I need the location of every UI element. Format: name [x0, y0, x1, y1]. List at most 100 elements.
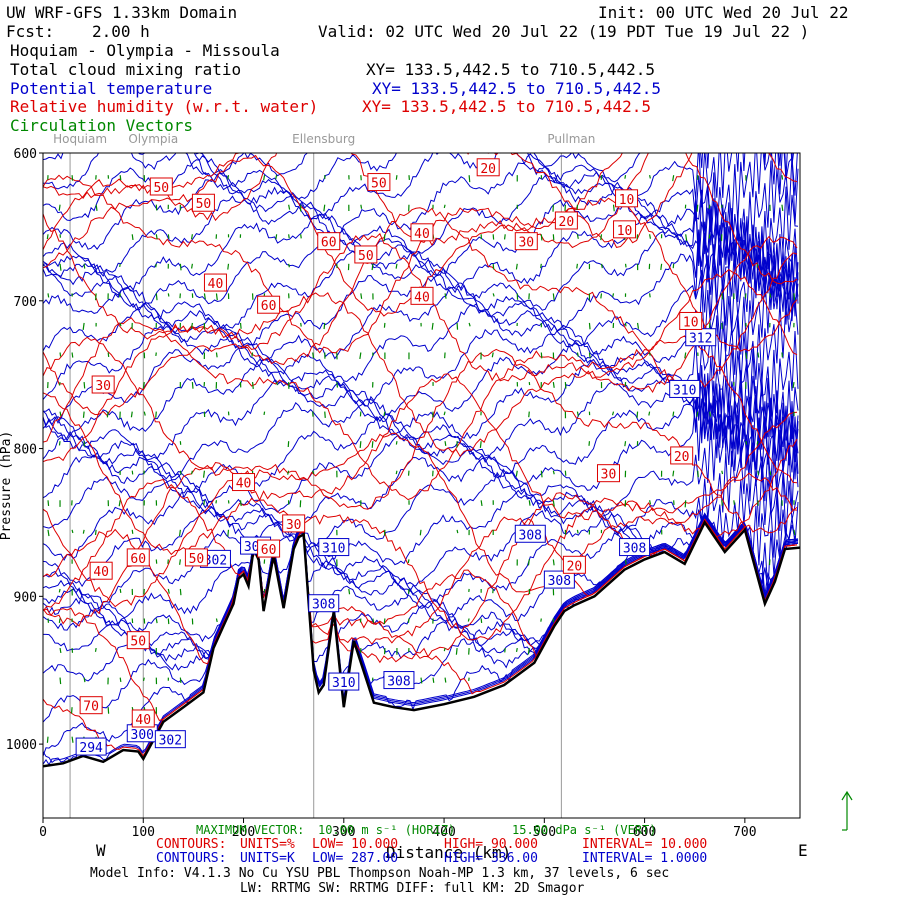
theta-contour [43, 487, 799, 566]
max-vector-arrowhead [841, 790, 853, 801]
rh-label-text: 50 [371, 177, 387, 192]
circulation-vector [468, 175, 471, 183]
theta-contour [43, 405, 799, 517]
circulation-vector [649, 234, 652, 239]
theta-contours-high: HIGH= 336.00 [444, 851, 538, 866]
circulation-vector [47, 293, 50, 298]
rh-label-text: 70 [83, 700, 99, 715]
rh-label-box [317, 232, 341, 251]
rh-label-10: 10 [679, 311, 703, 330]
theta-label-box [318, 538, 350, 557]
circulation-vector [360, 204, 363, 209]
circulation-vector [491, 352, 494, 358]
circulation-vector [624, 441, 627, 447]
theta-contour [43, 195, 799, 302]
rh-label-30: 30 [514, 232, 538, 251]
circulation-vector [227, 529, 230, 537]
circulation-vector [348, 588, 351, 595]
theta-label-310: 310 [328, 672, 360, 691]
rh-label-box [257, 295, 281, 314]
theta-contour [43, 514, 799, 663]
rh-label-box [131, 709, 155, 728]
theta-contours-units: UNITS=K [240, 851, 295, 866]
circulation-vector [58, 441, 61, 446]
circulation-vector [419, 529, 422, 536]
circulation-vector [372, 618, 375, 623]
circulation-vector [793, 529, 796, 536]
theta-contours-low: LOW= 287.00 [312, 851, 399, 866]
location-name-olympia: Olympia [128, 132, 178, 146]
y-tick-label: 900 [14, 590, 37, 605]
circulation-vector [756, 263, 759, 268]
rh-label-60: 60 [126, 548, 150, 567]
rh-label-60: 60 [257, 295, 281, 314]
rh-label-text: 20 [567, 559, 583, 574]
circulation-vector [672, 175, 675, 182]
circulation-vector [215, 500, 218, 504]
location-name-pullman: Pullman [547, 132, 595, 146]
rh-label-text: 60 [130, 552, 146, 567]
rh-label-50: 50 [367, 173, 391, 192]
forecast-hours: 2.00 h [92, 22, 150, 41]
circulation-vector [312, 470, 315, 475]
circulation-vector [371, 441, 374, 448]
circulation-vector [672, 470, 675, 477]
circulation-vector [371, 263, 374, 271]
rh-label-box [410, 223, 434, 242]
field-theta-name: Potential temperature [10, 79, 213, 98]
circulation-vector [696, 204, 699, 212]
x-tick-label: 200 [232, 825, 255, 840]
circulation-vector [395, 470, 398, 475]
valid-time: Valid: 02 UTC Wed 20 Jul 22 (19 PDT Tue … [318, 22, 810, 41]
circulation-vector [263, 175, 266, 181]
circulation-vector [624, 175, 627, 179]
y-tick-label: 1000 [6, 738, 37, 753]
rh-label-20: 20 [562, 555, 586, 574]
rh-label-box [562, 555, 586, 574]
circulation-vector [227, 263, 230, 270]
theta-label-box [308, 594, 340, 613]
circulation-vector [107, 352, 110, 358]
circulation-vector [155, 411, 157, 418]
x-tick-label: 300 [332, 825, 355, 840]
circulation-vector [528, 411, 530, 418]
circulation-vector [58, 618, 61, 623]
rh-contour [43, 174, 798, 354]
circulation-vector [59, 411, 62, 417]
circulation-vector [444, 441, 447, 446]
theta-contour [43, 514, 799, 757]
field-vectors-name: Circulation Vectors [10, 116, 194, 135]
x-tick-label: 500 [533, 825, 556, 840]
circulation-vector [275, 234, 278, 240]
circulation-vector [757, 470, 760, 476]
theta-contour [43, 515, 799, 687]
rh-label-box [126, 548, 150, 567]
circulation-vector [552, 293, 555, 301]
circulation-vector [83, 677, 86, 683]
theta-label-box [514, 524, 546, 543]
circulation-vector [203, 500, 206, 506]
circulation-vector [588, 352, 591, 358]
max-vector-horizontal: 10.00 m s⁻¹ (HORIZ) [318, 823, 456, 837]
rh-contour [43, 268, 798, 463]
rh-label-30: 30 [596, 464, 620, 483]
circulation-vector [745, 441, 748, 445]
circulation-vector [492, 263, 495, 270]
circulation-vector [288, 263, 290, 268]
circulation-vector [275, 175, 278, 180]
rh-label-box [91, 375, 115, 394]
circulation-vector [696, 411, 699, 417]
circulation-vector [684, 500, 687, 508]
location-name-hoquiam: Hoquiam [53, 132, 107, 146]
circulation-vector [648, 411, 651, 416]
circulation-vector [359, 441, 362, 449]
rh-label-text: 10 [619, 193, 635, 208]
field-cloud-xy: XY= 133.5,442.5 to 710.5,442.5 [366, 60, 655, 79]
circulation-vector [215, 352, 218, 358]
rh-label-box [679, 311, 703, 330]
circulation-vector [540, 263, 542, 269]
rh-contours-units: UNITS=% [240, 837, 295, 852]
rh-label-50: 50 [126, 631, 150, 650]
circulation-vector [527, 647, 530, 655]
circulation-vector [757, 352, 760, 358]
